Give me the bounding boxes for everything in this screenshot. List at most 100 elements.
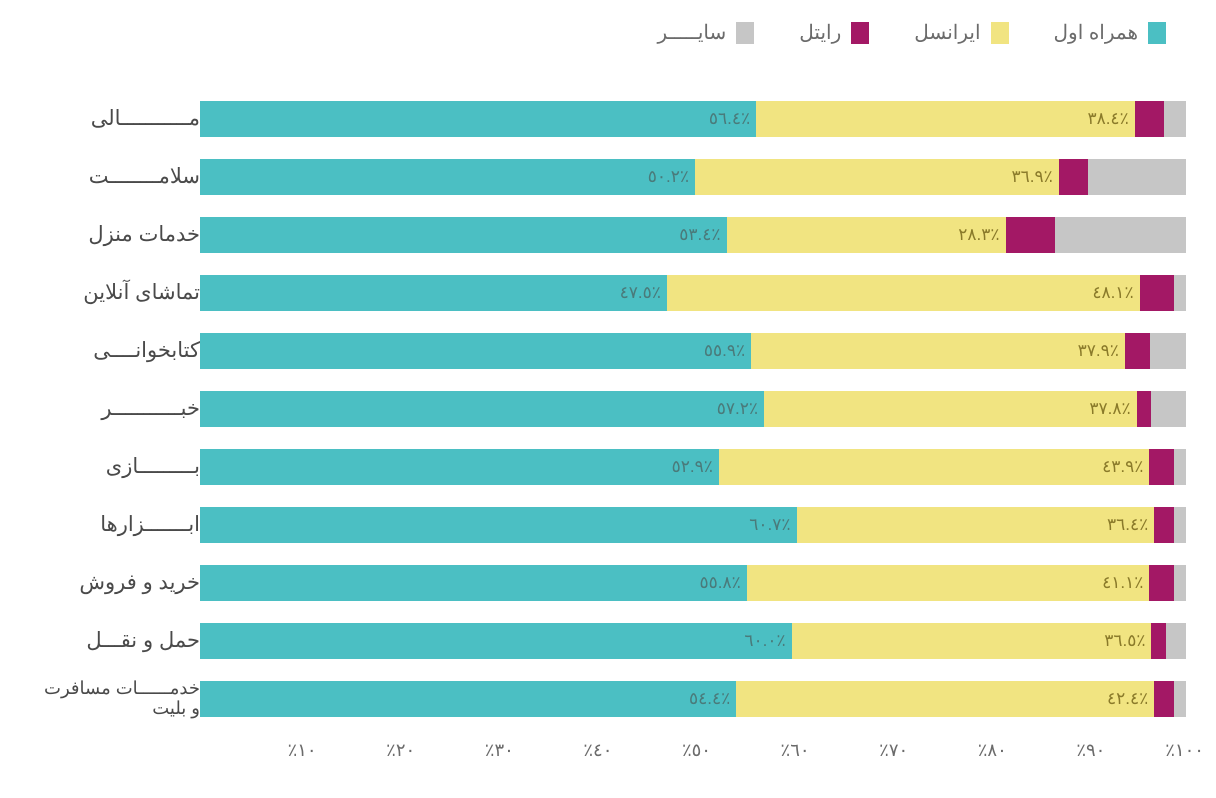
x-tick-label: ٪١٠٠	[1165, 740, 1204, 761]
bar-segment-irancell: ٤٣.٩٪	[719, 449, 1150, 485]
legend-swatch	[736, 22, 754, 44]
segment-value: ٥٥.٩٪	[704, 341, 745, 361]
x-tick-label: ٪٩٠	[1076, 740, 1105, 761]
bar-row: ٥٥.٩٪ ٣٧.٩٪	[200, 322, 1186, 380]
bar-segment-other	[1164, 101, 1186, 137]
bar-segment-rightel	[1137, 391, 1152, 427]
legend-label: رایتل	[799, 20, 841, 45]
bar-segment-rightel	[1149, 449, 1174, 485]
bar-segment-hamrah: ٤٧.٥٪	[200, 275, 667, 311]
legend-label: همراه اول	[1054, 20, 1138, 45]
bar-segment-other	[1174, 275, 1186, 311]
bar-track: ٦٠.٧٪ ٣٦.٤٪	[200, 507, 1186, 543]
segment-value: ٥٦.٤٪	[709, 109, 750, 129]
y-axis-labels: مـــــــــــالیسلامــــــــتخدمات منزلتم…	[30, 90, 200, 728]
bar-track: ٥٦.٤٪ ٣٨.٤٪	[200, 101, 1186, 137]
segment-value: ٥٤.٤٪	[689, 689, 730, 709]
y-label: مـــــــــــالی	[30, 90, 200, 148]
bar-segment-other	[1174, 507, 1186, 543]
bar-track: ٥٥.٨٪٤١.١٪	[200, 565, 1186, 601]
y-label: خبـــــــــــر	[30, 380, 200, 438]
bar-segment-rightel	[1140, 275, 1174, 311]
bar-segment-rightel	[1154, 507, 1174, 543]
bar-segment-hamrah: ٦٠.٠٪	[200, 623, 792, 659]
segment-value: ٥٠.٢٪	[648, 167, 689, 187]
legend-item: ایرانسل	[914, 20, 1008, 45]
segment-value: ٤٣.٩٪	[1102, 457, 1143, 477]
y-label: خدمات منزل	[30, 206, 200, 264]
segment-value: ٦٠.٧٪	[749, 515, 790, 535]
bar-segment-irancell: ٤١.١٪	[747, 565, 1150, 601]
y-label: ابـــــــزارها	[30, 496, 200, 554]
x-tick-label: ٪٢٠	[386, 740, 415, 761]
segment-value: ٣٧.٨٪	[1089, 399, 1130, 419]
bar-segment-hamrah: ٥٤.٤٪	[200, 681, 736, 717]
bar-segment-hamrah: ٥٦.٤٪	[200, 101, 756, 137]
x-tick-label: ٪٥٠	[682, 740, 711, 761]
bar-segment-irancell: ٣٦.٥٪	[792, 623, 1152, 659]
bar-track: ٥٠.٢٪ ٣٦.٩٪	[200, 159, 1186, 195]
legend: همراه اول ایرانسل رایتل سایـــــر	[30, 20, 1186, 45]
bar-row: ٥٧.٢٪ ٣٧.٨٪	[200, 380, 1186, 438]
bar-segment-rightel	[1125, 333, 1150, 369]
bars-container: ٥٦.٤٪ ٣٨.٤٪ ٥٠.٢٪ ٣٦.٩٪ ٥٣.٤٪ ٢٨.٣٪ ٤٧.٥٪ ٤٨.١٪…	[200, 90, 1186, 728]
bar-track: ٥٤.٤٪ ٤٢.٤٪	[200, 681, 1186, 717]
y-label: تماشای آنلاین	[30, 264, 200, 322]
bar-segment-rightel	[1059, 159, 1089, 195]
bar-segment-other	[1088, 159, 1186, 195]
bar-segment-hamrah: ٥٧.٢٪	[200, 391, 764, 427]
bar-segment-hamrah: ٥٢.٩٪	[200, 449, 719, 485]
bar-segment-irancell: ٣٦.٤٪	[797, 507, 1155, 543]
segment-value: ٥٣.٤٪	[679, 225, 720, 245]
bar-row: ٥٦.٤٪ ٣٨.٤٪	[200, 90, 1186, 148]
bar-segment-irancell: ٣٦.٩٪	[695, 159, 1059, 195]
segment-value: ٣٦.٤٪	[1107, 515, 1148, 535]
bar-row: ٦٠.٠٪ ٣٦.٥٪	[200, 612, 1186, 670]
bar-row: ٤٧.٥٪ ٤٨.١٪	[200, 264, 1186, 322]
bar-row: ٦٠.٧٪ ٣٦.٤٪	[200, 496, 1186, 554]
bar-track: ٥٣.٤٪ ٢٨.٣٪	[200, 217, 1186, 253]
bar-segment-other	[1174, 681, 1186, 717]
bar-segment-rightel	[1135, 101, 1165, 137]
legend-swatch	[1148, 22, 1166, 44]
y-label: سلامــــــــت	[30, 148, 200, 206]
bar-segment-hamrah: ٥٣.٤٪	[200, 217, 727, 253]
bar-segment-irancell: ٣٨.٤٪	[756, 101, 1135, 137]
segment-value: ٢٨.٣٪	[958, 225, 999, 245]
bar-segment-other	[1150, 333, 1186, 369]
segment-value: ٤٨.١٪	[1092, 283, 1133, 303]
segment-value: ٤١.١٪	[1102, 573, 1143, 593]
bar-segment-other	[1151, 391, 1186, 427]
bar-segment-other	[1166, 623, 1186, 659]
x-tick-label: ٪٣٠	[485, 740, 514, 761]
bar-segment-irancell: ٤٢.٤٪	[736, 681, 1154, 717]
legend-item: سایـــــر	[658, 20, 755, 45]
y-label: خرید و فروش	[30, 554, 200, 612]
x-tick-label: ٪٧٠	[879, 740, 908, 761]
segment-value: ٣٦.٥٪	[1104, 631, 1145, 651]
segment-value: ٣٦.٩٪	[1012, 167, 1053, 187]
segment-value: ٣٨.٤٪	[1087, 109, 1128, 129]
legend-swatch	[851, 22, 869, 44]
segment-value: ٣٧.٩٪	[1078, 341, 1119, 361]
bar-row: ٥٢.٩٪ ٤٣.٩٪	[200, 438, 1186, 496]
x-tick-label: ٪١٠	[288, 740, 317, 761]
bar-segment-irancell: ٢٨.٣٪	[727, 217, 1006, 253]
bar-segment-irancell: ٤٨.١٪	[667, 275, 1140, 311]
bar-segment-irancell: ٣٧.٨٪	[764, 391, 1137, 427]
segment-value: ٥٧.٢٪	[717, 399, 758, 419]
y-label: حمل و نقـــل	[30, 612, 200, 670]
bar-row: ٥٠.٢٪ ٣٦.٩٪	[200, 148, 1186, 206]
legend-label: ایرانسل	[914, 20, 980, 45]
bar-segment-other	[1174, 565, 1186, 601]
bar-row: ٥٥.٨٪٤١.١٪	[200, 554, 1186, 612]
bar-track: ٤٧.٥٪ ٤٨.١٪	[200, 275, 1186, 311]
y-label: خدمــــــات مسافرت و بلیت	[30, 670, 200, 728]
bar-row: ٥٤.٤٪ ٤٢.٤٪	[200, 670, 1186, 728]
bar-segment-hamrah: ٥٠.٢٪	[200, 159, 695, 195]
bar-segment-hamrah: ٦٠.٧٪	[200, 507, 797, 543]
bar-track: ٥٢.٩٪ ٤٣.٩٪	[200, 449, 1186, 485]
bar-segment-other	[1174, 449, 1186, 485]
bar-segment-rightel	[1149, 565, 1174, 601]
legend-item: همراه اول	[1054, 20, 1166, 45]
